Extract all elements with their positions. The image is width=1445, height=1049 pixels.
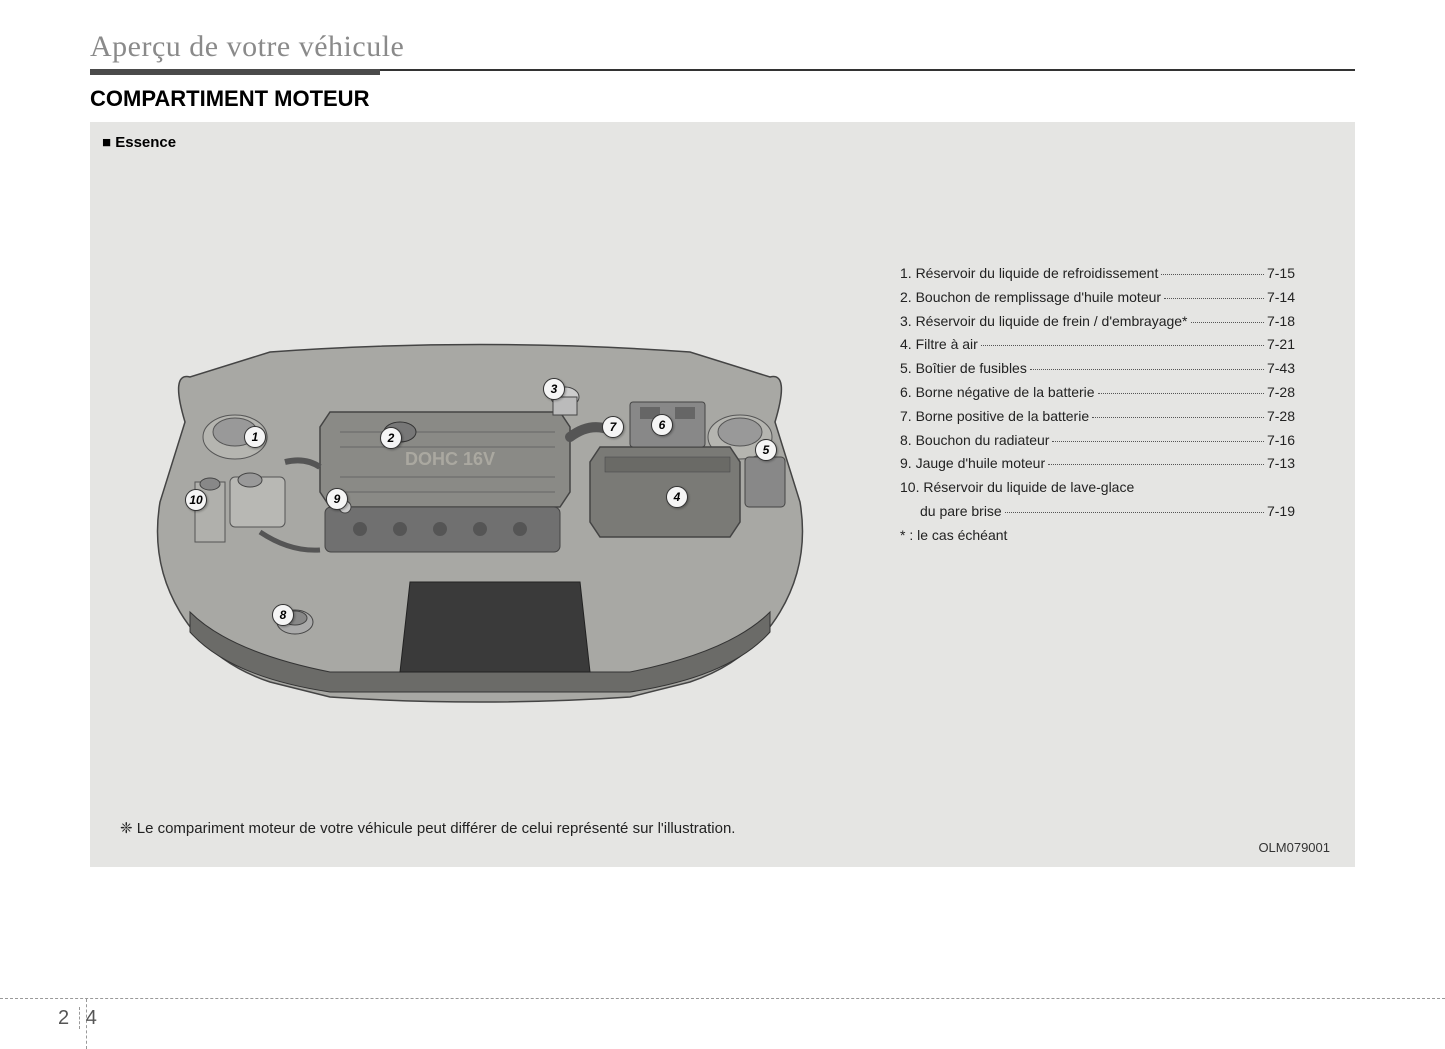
legend-item-4: 4. Filtre à air 7-21 [900, 333, 1295, 357]
legend-10-line2: du pare brise [920, 500, 1002, 524]
page-footer: 2 4 [0, 998, 1445, 999]
callout-2: 2 [380, 427, 402, 449]
legend-item-10: 10. Réservoir du liquide de lave-glace d… [900, 476, 1295, 524]
legend-label: 1. Réservoir du liquide de refroidisseme… [900, 262, 1158, 286]
legend-label: 6. Borne négative de la batterie [900, 381, 1095, 405]
legend-label: 3. Réservoir du liquide de frein / d'emb… [900, 310, 1188, 334]
legend-list: 1. Réservoir du liquide de refroidisseme… [900, 262, 1295, 543]
legend-label: 9. Jauge d'huile moteur [900, 452, 1045, 476]
legend-item-3: 3. Réservoir du liquide de frein / d'emb… [900, 310, 1295, 334]
legend-item-7: 7. Borne positive de la batterie 7-28 [900, 405, 1295, 429]
legend-dots [1191, 322, 1264, 323]
legend-dots [1098, 393, 1264, 394]
header-divider [90, 69, 1355, 71]
page-number-value: 4 [79, 1007, 97, 1029]
callout-9: 9 [326, 488, 348, 510]
legend-page: 7-28 [1267, 381, 1295, 405]
page-header-title: Aperçu de votre véhicule [90, 30, 1355, 64]
legend-dots [1161, 274, 1264, 275]
legend-page: 7-15 [1267, 262, 1295, 286]
callout-4: 4 [666, 486, 688, 508]
content-panel: Essence [90, 122, 1355, 867]
legend-label: 4. Filtre à air [900, 333, 978, 357]
legend-10-page: 7-19 [1267, 500, 1295, 524]
legend-label: 5. Boîtier de fusibles [900, 357, 1027, 381]
legend-page: 7-21 [1267, 333, 1295, 357]
legend-dots [981, 345, 1264, 346]
callout-7: 7 [602, 416, 624, 438]
legend-label: 8. Bouchon du radiateur [900, 429, 1049, 453]
figure-code: OLM079001 [1258, 840, 1330, 855]
engine-illustration: DOHC 16V [130, 282, 830, 707]
callout-1: 1 [244, 426, 266, 448]
callout-5: 5 [755, 439, 777, 461]
callout-6: 6 [651, 414, 673, 436]
legend-label: 7. Borne positive de la batterie [900, 405, 1089, 429]
callout-3: 3 [543, 378, 565, 400]
chapter-number: 2 [58, 1007, 69, 1029]
legend-item-1: 1. Réservoir du liquide de refroidisseme… [900, 262, 1295, 286]
legend-dots [1005, 512, 1264, 513]
legend-dots [1164, 298, 1264, 299]
legend-page: 7-43 [1267, 357, 1295, 381]
callout-8: 8 [272, 604, 294, 626]
engine-label-text: DOHC 16V [405, 449, 495, 469]
legend-item-6: 6. Borne négative de la batterie 7-28 [900, 381, 1295, 405]
subtitle-essence: Essence [102, 134, 1343, 151]
legend-item-2: 2. Bouchon de remplissage d'huile moteur… [900, 286, 1295, 310]
legend-footnote: * : le cas échéant [900, 527, 1295, 543]
legend-item-5: 5. Boîtier de fusibles 7-43 [900, 357, 1295, 381]
legend-dots [1052, 441, 1264, 442]
legend-dots [1048, 464, 1264, 465]
bottom-disclaimer: ❈ Le compariment moteur de votre véhicul… [120, 819, 735, 837]
legend-item-9: 9. Jauge d'huile moteur 7-13 [900, 452, 1295, 476]
legend-item-8: 8. Bouchon du radiateur 7-16 [900, 429, 1295, 453]
section-title: COMPARTIMENT MOTEUR [90, 86, 1355, 112]
legend-dots [1092, 417, 1264, 418]
legend-page: 7-16 [1267, 429, 1295, 453]
legend-page: 7-13 [1267, 452, 1295, 476]
legend-page: 7-14 [1267, 286, 1295, 310]
legend-page: 7-28 [1267, 405, 1295, 429]
legend-dots [1030, 369, 1264, 370]
legend-10-line1: 10. Réservoir du liquide de lave-glace [900, 479, 1134, 495]
legend-label: 2. Bouchon de remplissage d'huile moteur [900, 286, 1161, 310]
callout-10: 10 [185, 489, 207, 511]
engine-diagram: DOHC 16V [130, 282, 830, 707]
legend-page: 7-18 [1267, 310, 1295, 334]
